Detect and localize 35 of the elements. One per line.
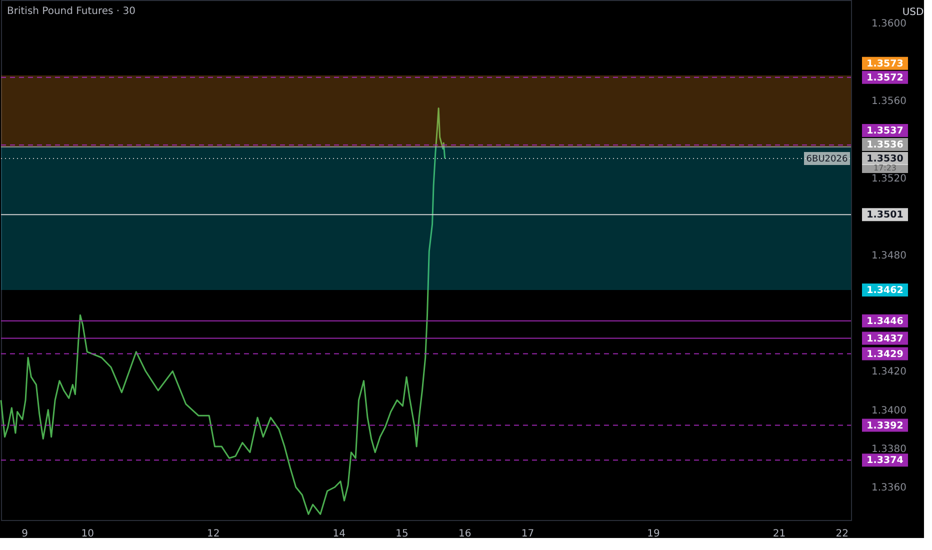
x-tick-label: 19 [647, 528, 660, 540]
ref-line-label: 1.3437 [866, 333, 904, 344]
ref-line-label: 1.3537 [866, 126, 904, 137]
x-tick-label: 15 [396, 528, 408, 540]
x-tick-label: 17 [521, 528, 534, 540]
line-series [0, 108, 446, 515]
ref-line-label: 1.3530 [866, 154, 904, 165]
text: 17:23 [873, 164, 897, 173]
text: USD [902, 7, 924, 18]
y-tick-label: 1.3520 [872, 173, 906, 184]
ref-line-label: 1.3392 [866, 420, 904, 432]
ref-line-label: 1.3536 [866, 140, 904, 151]
x-tick-label: 21 [772, 528, 786, 540]
x-tick-label: 12 [207, 528, 220, 540]
x-tick-label: 14 [332, 528, 346, 540]
band-label: 1.3462 [866, 284, 904, 296]
y-tick-label: 1.3420 [872, 366, 906, 378]
text: British Pound Futures · 30 [7, 6, 136, 17]
x-tick-label: 10 [81, 528, 94, 540]
x-tick-label: 9 [22, 528, 28, 540]
y-tick-label: 1.3600 [872, 18, 906, 30]
ref-line-label: 1.3501 [866, 210, 904, 221]
x-tick-label: 22 [836, 528, 848, 540]
ref-line-label: 1.3429 [866, 348, 904, 360]
ref-line-label: 1.3374 [866, 455, 904, 466]
y-tick-label: 1.3360 [872, 482, 906, 494]
y-tick-label: 1.3400 [872, 405, 906, 416]
y-tick-label: 1.3560 [872, 96, 906, 108]
ref-line-label: 1.3572 [866, 72, 904, 84]
y-tick-label: 1.3380 [872, 444, 906, 455]
ref-line-label: 1.3446 [866, 316, 904, 327]
y-tick-label: 1.3480 [872, 250, 906, 262]
annotation: 6BU2026 [806, 154, 848, 165]
x-tick-label: 16 [458, 528, 472, 540]
band-label: 1.3573 [866, 58, 904, 70]
